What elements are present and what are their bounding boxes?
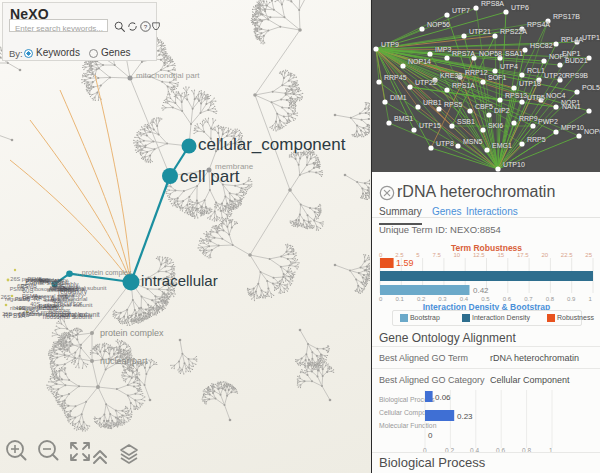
svg-text:0.42: 0.42 — [473, 286, 489, 295]
svg-text:0.06: 0.06 — [435, 393, 451, 402]
svg-text:0.23: 0.23 — [457, 412, 473, 421]
svg-text:1.59: 1.59 — [396, 258, 414, 268]
svg-text:0: 0 — [428, 431, 433, 440]
svg-text:?: ? — [144, 23, 148, 30]
